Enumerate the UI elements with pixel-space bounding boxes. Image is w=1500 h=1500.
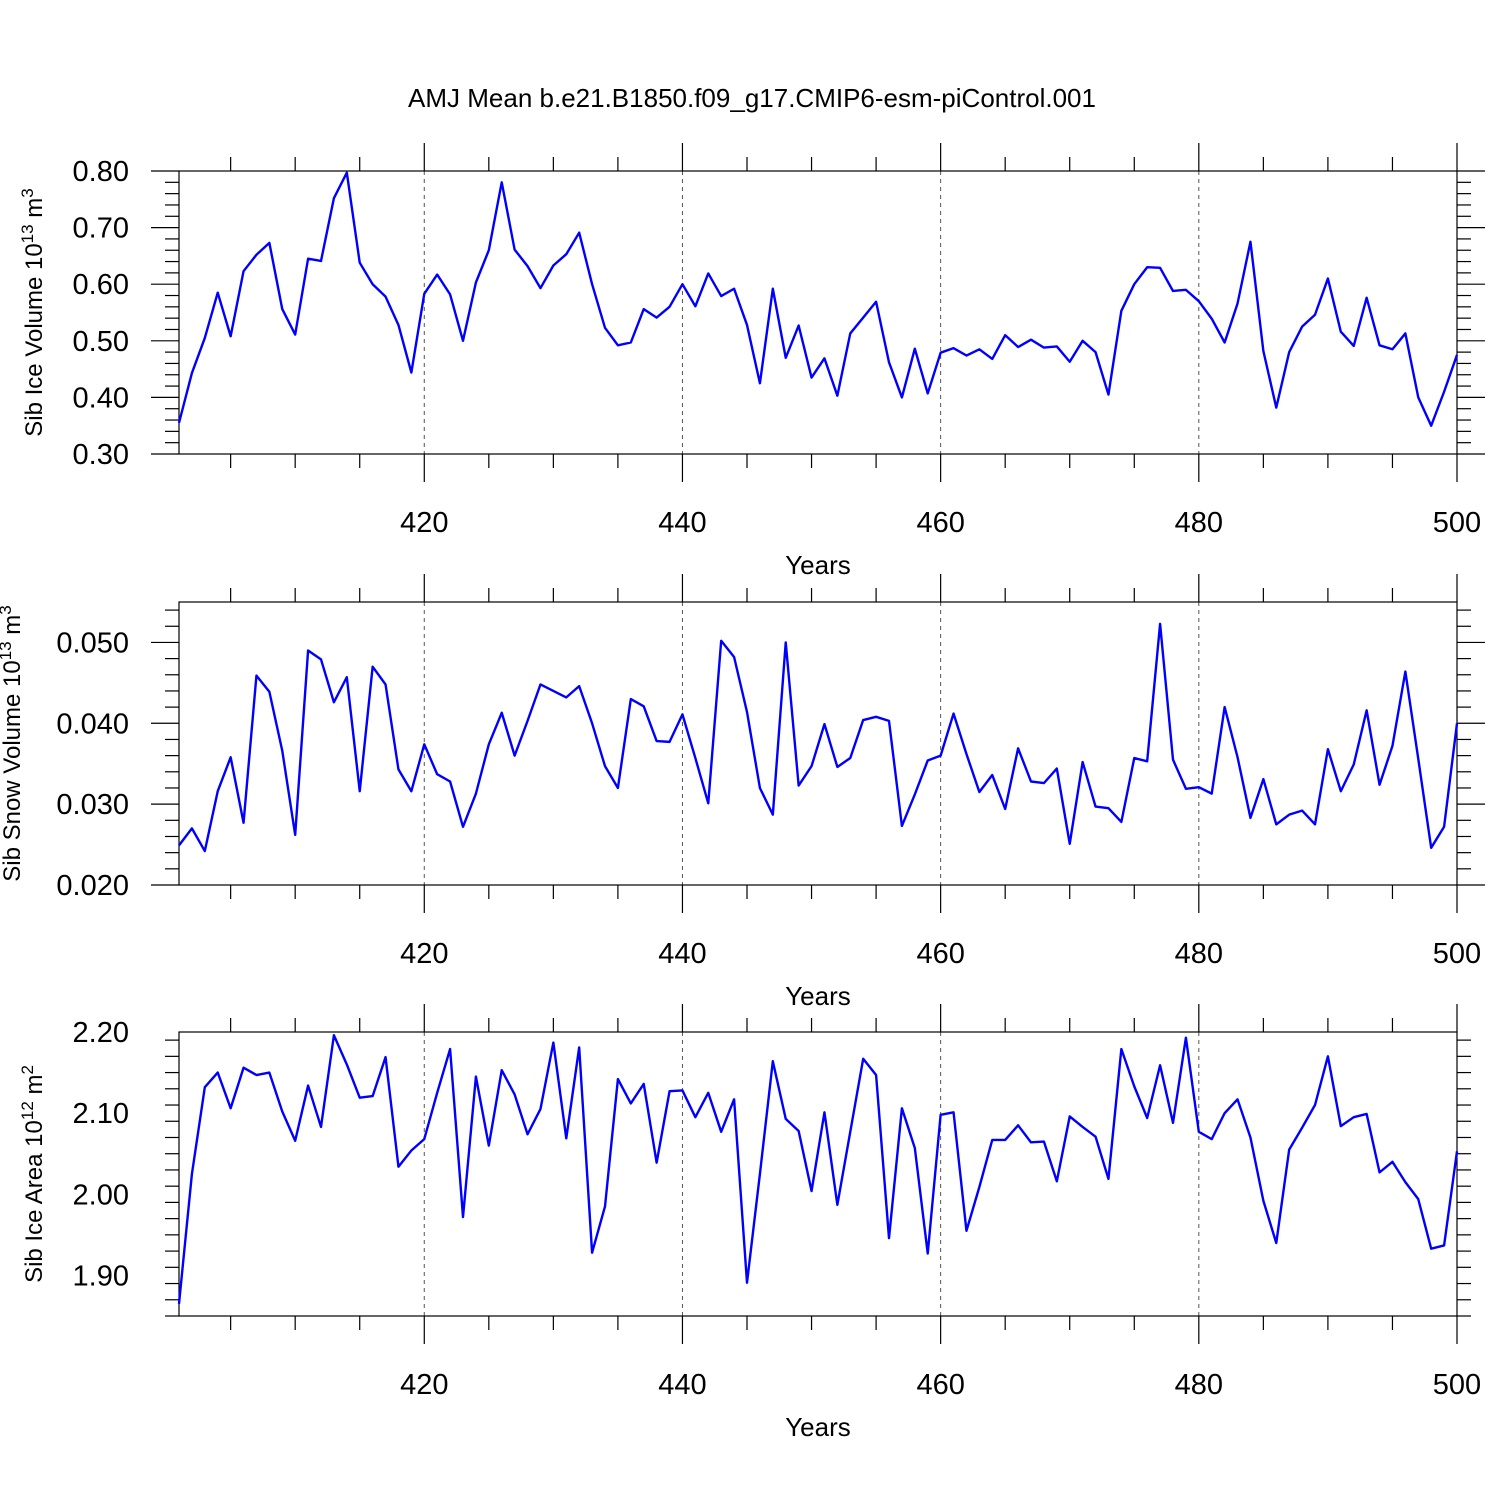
y-axis-label-superscript: 3 bbox=[18, 188, 37, 197]
y-tick-label: 1.90 bbox=[73, 1260, 129, 1292]
x-axis-label: Years bbox=[785, 1412, 851, 1442]
x-tick-label: 440 bbox=[658, 507, 706, 539]
y-tick-label: 0.70 bbox=[73, 213, 129, 245]
y-tick-label: 0.80 bbox=[73, 156, 129, 188]
y-axis-label: Sib Ice Volume 1013 m3 bbox=[18, 188, 49, 437]
x-tick-label: 440 bbox=[658, 1369, 706, 1401]
y-tick-label: 0.50 bbox=[73, 326, 129, 358]
y-axis-label-superscript: 13 bbox=[18, 224, 37, 243]
x-axis-label: Years bbox=[785, 550, 851, 580]
y-tick-label: 2.20 bbox=[73, 1017, 129, 1049]
y-axis-label-text: Sib Ice Volume 10 bbox=[21, 243, 48, 436]
y-tick-label: 0.030 bbox=[56, 789, 129, 821]
y-axis-label-text: Sib Snow Volume 10 bbox=[0, 660, 26, 881]
y-tick-label: 2.00 bbox=[73, 1179, 129, 1211]
x-tick-label: 500 bbox=[1433, 1369, 1481, 1401]
x-tick-label: 480 bbox=[1175, 507, 1223, 539]
y-tick-label: 0.30 bbox=[73, 439, 129, 471]
x-tick-label: 440 bbox=[658, 938, 706, 970]
chart-panel-3: 420 440 460 480 500 1.90 2.00 2.10 2.20 Years Sib … bbox=[18, 1004, 1481, 1442]
y-axis-label: Sib Ice Area 1012 m2 bbox=[18, 1065, 49, 1283]
y-axis-label-superscript: 12 bbox=[18, 1101, 37, 1120]
y-tick-label: 0.040 bbox=[56, 708, 129, 740]
y-tick-label: 2.10 bbox=[73, 1098, 129, 1130]
x-tick-label: 480 bbox=[1175, 938, 1223, 970]
series-points bbox=[179, 1035, 1457, 1304]
x-tick-label: 420 bbox=[400, 507, 448, 539]
series-points bbox=[179, 173, 1457, 426]
chart-panel-1: 420 440 460 480 500 0.30 0.40 0.50 0.60 0.70 0.80 Y… bbox=[18, 143, 1485, 580]
x-tick-label: 460 bbox=[916, 938, 964, 970]
x-tick-label: 460 bbox=[916, 507, 964, 539]
y-axis-label-text: Sib Ice Area 10 bbox=[21, 1120, 48, 1283]
figure-title: AMJ Mean b.e21.B1850.f09_g17.CMIP6-esm-p… bbox=[408, 83, 1096, 113]
x-tick-label: 460 bbox=[916, 1369, 964, 1401]
y-axis-label: Sib Snow Volume 1013 m3 bbox=[0, 605, 26, 882]
series-points bbox=[179, 624, 1457, 851]
plot-frame bbox=[178, 1031, 1458, 1317]
x-tick-label: 500 bbox=[1433, 507, 1481, 539]
x-tick-label: 420 bbox=[400, 938, 448, 970]
plot-frame bbox=[178, 170, 1458, 455]
y-axis-label-superscript: 2 bbox=[18, 1065, 37, 1074]
series-line bbox=[177, 1034, 1459, 1304]
y-tick-label: 0.050 bbox=[56, 627, 129, 659]
x-tick-label: 480 bbox=[1175, 1369, 1223, 1401]
chart-panel-2: 420 440 460 480 500 0.020 0.030 0.040 0.050 Years… bbox=[0, 574, 1485, 1011]
y-axis-label-text: m bbox=[21, 198, 48, 225]
plot-frame bbox=[178, 601, 1458, 886]
y-axis-label-superscript: 13 bbox=[0, 641, 15, 660]
x-tick-label: 500 bbox=[1433, 938, 1481, 970]
x-tick-label: 420 bbox=[400, 1369, 448, 1401]
y-axis-label-text: m bbox=[21, 1075, 48, 1102]
y-tick-label: 0.020 bbox=[56, 870, 129, 902]
series-line bbox=[177, 171, 1459, 427]
y-axis-label-superscript: 3 bbox=[0, 605, 15, 614]
y-axis-label-text: m bbox=[0, 615, 26, 642]
y-tick-label: 0.40 bbox=[73, 382, 129, 414]
series-line bbox=[178, 622, 1459, 853]
y-tick-label: 0.60 bbox=[73, 269, 129, 301]
x-axis-label: Years bbox=[785, 981, 851, 1011]
